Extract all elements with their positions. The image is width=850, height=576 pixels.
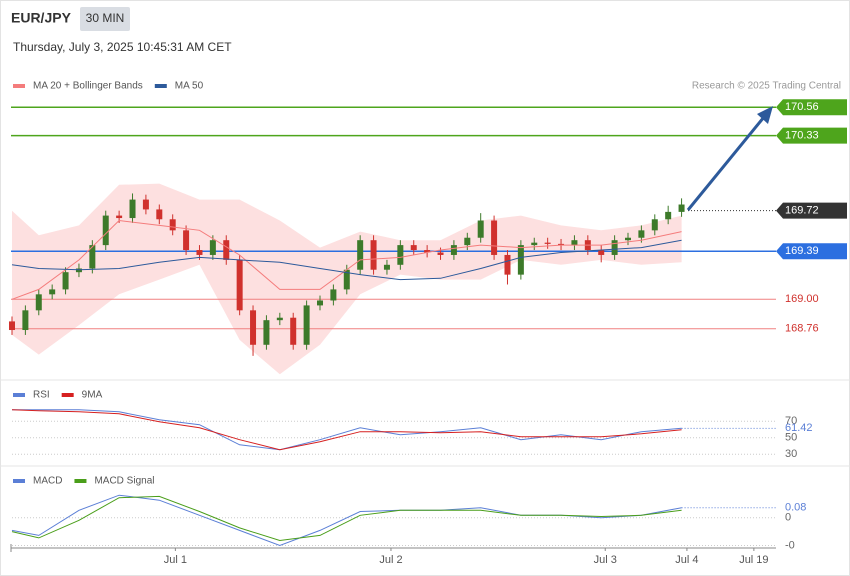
x-tick-label: Jul 4 [675, 554, 698, 566]
candle-body [571, 240, 578, 246]
x-tick-label: Jul 2 [379, 554, 402, 566]
candle-body [169, 219, 176, 231]
candle-body [437, 252, 444, 255]
candle-body [491, 220, 498, 255]
candle-body [316, 300, 323, 306]
candle-body [290, 317, 297, 345]
candle-body [383, 264, 390, 270]
candle-body [665, 211, 672, 220]
legend-label: MACD [33, 476, 62, 487]
legend-label: MA 50 [175, 81, 204, 92]
source: Research © 2025 Trading Central [692, 81, 841, 92]
symbol: EUR/JPY [11, 10, 72, 26]
level-label: 169.72 [785, 205, 819, 217]
candle-body [330, 289, 337, 301]
candle-body [183, 230, 190, 251]
candle-body [638, 230, 645, 238]
candle-body [357, 240, 364, 270]
series-line [11, 239, 682, 281]
x-tick-label: Jul 1 [164, 554, 187, 566]
candle-body [544, 242, 551, 244]
candle-body [624, 237, 631, 241]
candle-body [8, 321, 15, 331]
candle-body [477, 220, 484, 238]
level-tag [776, 99, 847, 116]
candle-body [22, 310, 29, 331]
x-tick-label: Jul 19 [739, 554, 768, 566]
timeframe: 30 MIN [86, 11, 125, 25]
level-label: 170.56 [785, 101, 819, 113]
legend-swatch [13, 393, 25, 397]
candle-body [209, 240, 216, 255]
y-tick-label: -0 [785, 539, 795, 551]
legend-label: MA 20 + Bollinger Bands [33, 81, 143, 92]
legend-label: MACD Signal [94, 476, 154, 487]
candle-body [236, 259, 243, 311]
level-tag [776, 127, 847, 144]
subtitle: Thursday, July 3, 2025 10:45:31 AM CET [13, 40, 232, 54]
y-tick-label: 0 [785, 512, 791, 524]
candle-body [102, 215, 109, 246]
legend-swatch [74, 479, 87, 483]
legend-label: RSI [33, 390, 50, 401]
y-tick-label: 70 [785, 415, 797, 427]
x-tick-label: Jul 3 [594, 554, 617, 566]
candle-body [611, 240, 618, 255]
legend-label: 9MA [82, 390, 103, 401]
candle-body [450, 245, 457, 255]
level-tag [776, 202, 847, 219]
candle-body [598, 250, 605, 255]
legend-swatch [13, 479, 25, 483]
candle-body [196, 250, 203, 255]
level-label: 168.76 [785, 323, 819, 335]
last-value-label: 61.42 [785, 422, 813, 434]
candle-body [370, 240, 377, 270]
candle-body [75, 268, 82, 273]
candle-body [116, 215, 123, 219]
forecast-arrow-head [757, 106, 773, 124]
last-value-label: 0.08 [785, 502, 806, 514]
candle-body [263, 320, 270, 345]
candle-body [397, 245, 404, 265]
series-line [11, 409, 682, 451]
series-line [11, 219, 682, 300]
level-label: 169.39 [785, 245, 819, 257]
level-tag [776, 243, 847, 260]
candle-body [62, 272, 69, 290]
candle-body [276, 317, 283, 321]
series-line [11, 495, 682, 542]
candle-body [142, 199, 149, 210]
candle-body [424, 250, 431, 253]
candle-body [651, 219, 658, 231]
level-label: 169.00 [785, 293, 819, 305]
series-line [12, 409, 682, 451]
candle-body [49, 289, 56, 295]
candle-body [129, 199, 136, 219]
candle-body [678, 204, 685, 212]
legend-swatch [61, 393, 74, 397]
level-label: 170.33 [785, 130, 819, 142]
candle-body [517, 245, 524, 275]
candle-body [558, 243, 565, 246]
candle-body [343, 269, 350, 290]
candle-body [464, 237, 471, 246]
candle-body [35, 294, 42, 311]
candle-body [89, 245, 96, 269]
y-tick-label: 30 [785, 448, 797, 460]
candle-body [504, 254, 511, 275]
candle-body [303, 305, 310, 345]
timeframe-badge [80, 7, 130, 31]
y-tick-label: 50 [785, 432, 797, 444]
legend-swatch [13, 84, 25, 88]
candle-body [156, 209, 163, 220]
candle-body [410, 245, 417, 251]
candle-body [531, 242, 538, 246]
candle-body [250, 310, 257, 345]
candle-body [223, 240, 230, 260]
legend-swatch [154, 84, 167, 88]
forecast-arrow [686, 116, 766, 211]
